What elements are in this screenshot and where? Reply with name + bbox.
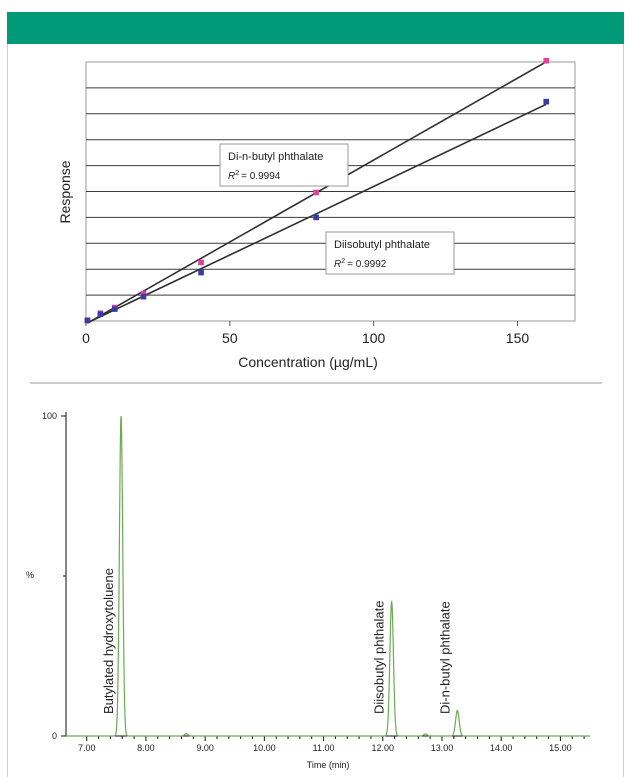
- legend-diisobutyl-name: Diisobutyl phthalate: [334, 239, 430, 251]
- data-point-series-1: [543, 57, 550, 64]
- data-point-series-2: [111, 306, 118, 312]
- r2-superscript: 2: [235, 170, 239, 177]
- peak-label-3: Di-n-butyl phthalate: [437, 601, 452, 714]
- chromatogram-x-axis-label: Time (min): [307, 760, 350, 770]
- chromatogram-y-axis-label: %: [26, 570, 34, 580]
- peak-label-1: Butylated hydroxytoluene: [101, 568, 116, 714]
- calibration-y-axis-label: Response: [57, 160, 73, 223]
- figure-panel: [7, 44, 624, 777]
- chromatogram-x-tick-label: 7.00: [78, 743, 96, 753]
- chromatogram-y-ticks: 0 100: [42, 411, 66, 741]
- calibration-x-tick-label: 0: [82, 330, 90, 346]
- chromatogram-x-ticks: 7.00 8.00 9.00 10.00 11.00 12.00 13.00 14.00 15.…: [78, 736, 585, 753]
- legend-diisobutyl-r2: R2 = 0.9992: [334, 258, 387, 270]
- data-point-series-1: [140, 290, 147, 297]
- calibration-points: [84, 57, 550, 324]
- data-point-series-2: [543, 98, 550, 105]
- calibration-x-ticks: 0 50 100 150: [82, 321, 529, 346]
- calibration-x-tick-label: 150: [506, 330, 530, 346]
- data-point-series-2: [140, 293, 147, 300]
- fit-line-series-2: [87, 103, 547, 324]
- r2-value: = 0.9992: [347, 259, 387, 270]
- r2-value: = 0.9994: [241, 171, 281, 182]
- calibration-chart: 0 50 100 150 Di-n-butyl phthalate R2 = 0.999…: [57, 57, 576, 370]
- data-point-series-1: [198, 259, 204, 266]
- calibration-x-tick-label: 50: [222, 330, 238, 346]
- chromatogram-x-tick-label: 10.00: [253, 743, 276, 753]
- legend-di-n-butyl-r2: R2 = 0.9994: [228, 170, 281, 182]
- legend-di-n-butyl-name: Di-n-butyl phthalate: [228, 151, 323, 163]
- peak-label-2: Diisobutyl phthalate: [372, 601, 387, 714]
- data-point-series-2: [198, 269, 204, 276]
- calibration-x-tick-label: 100: [362, 330, 386, 346]
- chromatogram-x-tick-label: 14.00: [490, 743, 513, 753]
- data-point-series-2: [97, 311, 104, 318]
- data-point-series-2: [313, 214, 319, 221]
- chromatogram-peak-labels: Butylated hydroxytoluene Diisobutyl phtha…: [101, 568, 452, 714]
- chromatogram-trace: [66, 416, 590, 737]
- legend-box-diisobutyl: Diisobutyl phthalate R2 = 0.9992: [325, 231, 455, 275]
- chromatogram-x-tick-label: 13.00: [431, 743, 454, 753]
- chromatogram-x-tick-label: 15.00: [549, 743, 572, 753]
- chromatogram-y-tick-label: 100: [42, 411, 57, 421]
- chromatogram-x-tick-label: 8.00: [137, 743, 155, 753]
- chromatogram-chart: 0 100 7.00 8.00 9.00 10.00 11.00 12.00 13.00 14.…: [26, 411, 590, 770]
- chromatogram-y-tick-label: 0: [52, 731, 57, 741]
- header-bar: [7, 12, 624, 44]
- chromatogram-x-tick-label: 11.00: [313, 743, 335, 753]
- data-point-series-1: [313, 189, 319, 196]
- r2-symbol: R: [228, 171, 235, 182]
- r2-symbol: R: [334, 259, 341, 270]
- chromatogram-x-tick-label: 12.00: [372, 743, 395, 753]
- data-point-series-2: [84, 317, 91, 324]
- legend-box-di-n-butyl: Di-n-butyl phthalate R2 = 0.9994: [219, 143, 349, 187]
- legend-box-di-n-butyl-bg: [219, 143, 349, 187]
- legend-box-diisobutyl-bg: [325, 231, 455, 275]
- r2-superscript: 2: [341, 258, 345, 265]
- calibration-x-axis-label: Concentration (µg/mL): [238, 354, 378, 370]
- chromatogram-x-tick-label: 9.00: [196, 743, 214, 753]
